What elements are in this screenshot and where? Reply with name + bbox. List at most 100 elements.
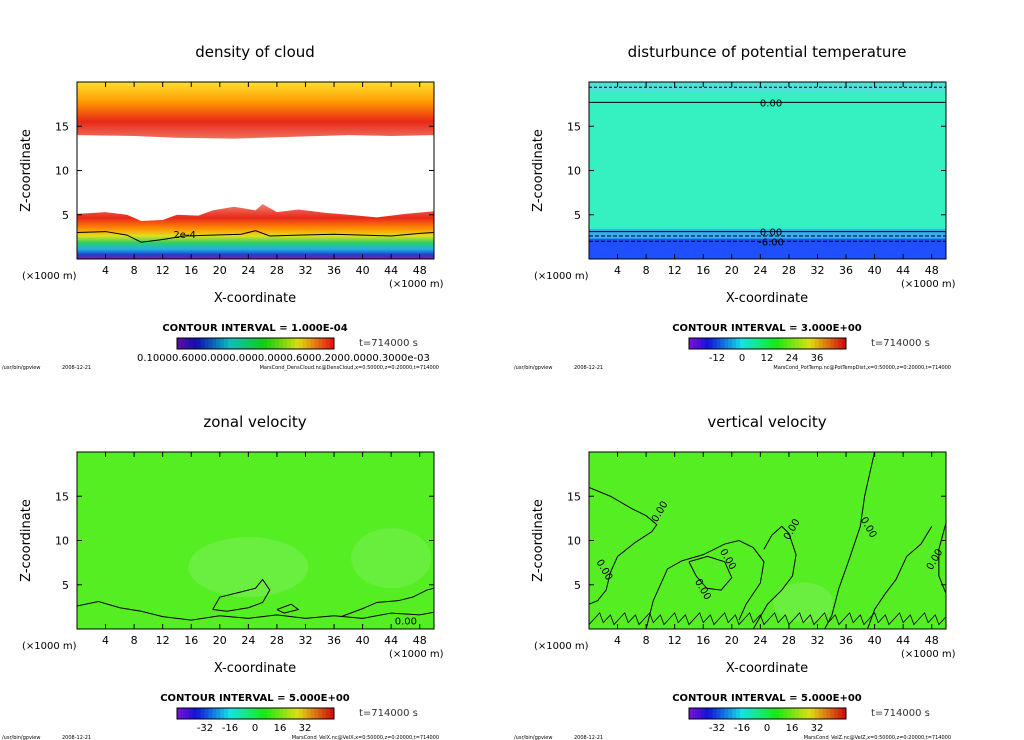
x-tick-label: 40	[868, 634, 882, 647]
colorbar-segment	[736, 338, 741, 349]
x-tick-label: 44	[896, 264, 910, 277]
colorbar-segment	[282, 338, 288, 349]
colorbar-segment	[716, 708, 721, 719]
plot-area: 2e-4	[77, 82, 434, 259]
x-tick-label: 28	[270, 264, 284, 277]
colorbar-tick-label: 0	[739, 353, 745, 364]
colorbar-segment	[282, 708, 288, 719]
footer-file: MarsCond_VelX.nc@VelX,x=0:50000,z=0:2000…	[292, 735, 439, 740]
time-label: t=714000 s	[359, 708, 418, 719]
cloud-lower-band	[77, 204, 434, 259]
contour-interval: CONTOUR INTERVAL = 1.000E-04	[162, 323, 347, 334]
x-tick-label: 24	[241, 634, 255, 647]
colorbar-segment	[787, 338, 792, 349]
colorbar-tick-label: -32	[197, 723, 213, 734]
colorbar-segment	[326, 338, 331, 349]
colorbar-segment	[216, 708, 221, 719]
colorbar-segment	[192, 338, 198, 349]
x-tick-label: 28	[270, 634, 284, 647]
x-tick-label: 40	[356, 634, 370, 647]
colorbar-segment	[208, 708, 213, 719]
colorbar-segment	[326, 708, 331, 719]
x-tick-label: 48	[925, 634, 939, 647]
contour-line	[645, 539, 765, 629]
colorbar-segment	[204, 338, 209, 349]
cloud-upper-band	[77, 82, 434, 139]
colorbar-segment	[184, 338, 190, 349]
colorbar-segment	[834, 338, 839, 349]
colorbar-tick-label: 0	[764, 723, 770, 734]
colorbar-segment	[712, 708, 717, 719]
colorbar-segment	[720, 708, 725, 719]
colorbar-segment	[838, 708, 843, 719]
colorbar-segment	[200, 338, 205, 349]
colorbar-segment	[306, 338, 311, 349]
colorbar-segment	[751, 708, 757, 719]
colorbar-segment	[267, 708, 272, 719]
colorbar-segment	[798, 338, 804, 349]
y-tick-label: 15	[567, 120, 581, 133]
colorbar-segment	[759, 708, 765, 719]
x-tick-label: 32	[810, 264, 824, 277]
colorbar-segment	[720, 338, 725, 349]
x-tick-label: 4	[614, 634, 621, 647]
colorbar-segment	[806, 708, 812, 719]
time-label: t=714000 s	[871, 708, 930, 719]
contour-line	[752, 525, 797, 629]
colorbar-segment	[704, 338, 710, 349]
colorbar-segment	[310, 708, 315, 719]
colorbar-segment	[826, 708, 831, 719]
colorbar-segment	[779, 338, 784, 349]
x-tick-label: 36	[839, 634, 853, 647]
colorbar-segment	[302, 338, 308, 349]
colorbar-segment	[830, 708, 835, 719]
colorbar-segment	[184, 708, 190, 719]
colorbar-segment	[767, 708, 772, 719]
colorbar-segment	[243, 338, 249, 349]
velz-field	[589, 452, 946, 629]
y-tick-label: 5	[574, 579, 581, 592]
colorbar-segment	[228, 708, 233, 719]
colorbar-segment	[196, 708, 202, 719]
colorbar-segment	[755, 708, 761, 719]
y-unit-label: (×1000 m)	[22, 271, 77, 282]
colorbar-segment	[740, 708, 745, 719]
x-tick-label: 32	[298, 634, 312, 647]
contour-line	[824, 452, 876, 629]
colorbar-segment	[294, 708, 300, 719]
colorbar-segment	[830, 338, 835, 349]
colorbar-tick-label: 32	[299, 723, 312, 734]
colorbar-segment	[235, 708, 241, 719]
x-tick-label: 24	[241, 264, 255, 277]
colorbar-segment	[692, 708, 698, 719]
colorbar-segment	[294, 338, 300, 349]
colorbar-segment	[298, 338, 304, 349]
colorbar-segment	[775, 338, 780, 349]
colorbar-segment	[689, 708, 694, 719]
colorbar-segment	[239, 708, 245, 719]
colorbar-segment	[204, 708, 209, 719]
plot-area: 0.000.00-6.00	[589, 82, 946, 259]
chart-title: zonal velocity	[203, 413, 306, 431]
colorbar-segment	[700, 708, 706, 719]
x-tick-label: 44	[896, 634, 910, 647]
colorbar-segment	[822, 338, 827, 349]
y-tick-label: 5	[62, 209, 69, 222]
colorbar-tick-label: 16	[786, 723, 799, 734]
x-tick-label: 36	[327, 264, 341, 277]
colorbar-segment	[779, 708, 784, 719]
colorbar-segment	[279, 708, 284, 719]
colorbar-frame	[176, 337, 335, 350]
x-tick-label: 12	[156, 634, 170, 647]
time-label: t=714000 s	[359, 338, 418, 349]
y-tick-label: 15	[55, 490, 69, 503]
contour-label: 2e-4	[173, 230, 196, 241]
colorbar-tick-label: 24	[786, 353, 799, 364]
footer-date: 2008-12-21	[574, 735, 603, 740]
colorbar-segment	[192, 708, 198, 719]
colorbar-segment	[783, 708, 788, 719]
x-tick-label: 8	[131, 264, 138, 277]
x-tick-label: 16	[184, 634, 198, 647]
